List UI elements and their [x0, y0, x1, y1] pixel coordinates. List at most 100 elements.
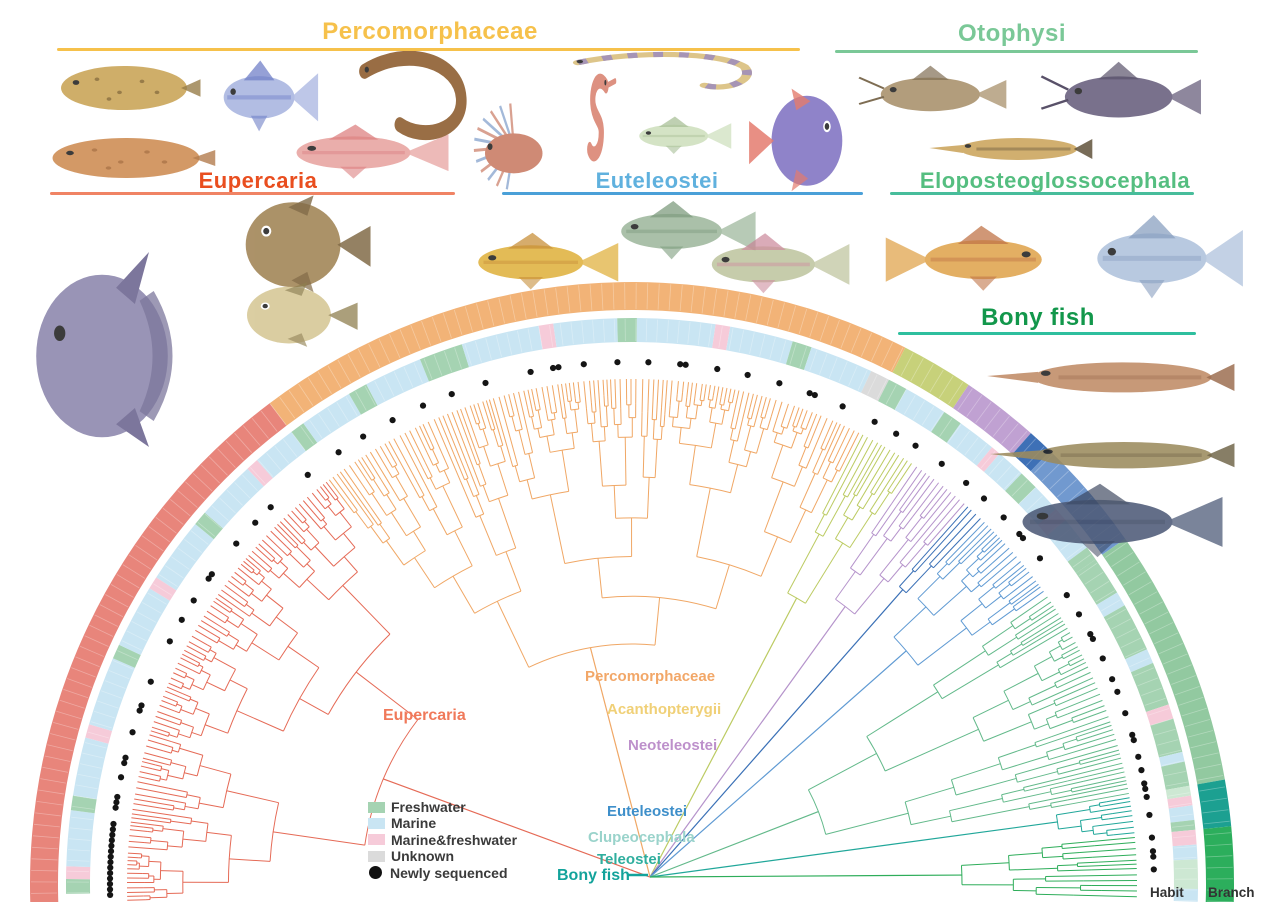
clade-title-euteleostei: Euteleostei — [595, 168, 719, 193]
illustration-loach — [929, 138, 1093, 160]
habit-ring-segment — [303, 393, 361, 443]
illustration-catfish-brown — [858, 65, 1007, 112]
clade-title-underline-euteleostei — [502, 192, 863, 195]
clade-tree-acanthopterygii-other — [649, 434, 912, 878]
illustration-eel — [359, 50, 467, 140]
illustration-tonguefish-sole — [52, 138, 216, 178]
legend-label: Unknown — [391, 848, 454, 865]
clade-title-otophysi: Otophysi — [957, 20, 1067, 47]
habit-ring-segment — [85, 724, 113, 744]
habit-ring-segment — [1075, 559, 1118, 605]
habit-ring-segment — [553, 318, 618, 348]
habit-ring-segment — [195, 512, 223, 540]
habit-ring-segment — [349, 384, 378, 415]
legend-swatch — [368, 801, 385, 813]
illustration-opah — [749, 88, 843, 192]
internal-label-eupercaria: Eupercaria — [383, 707, 466, 724]
internal-label-teleostei: Teleostei — [597, 851, 661, 868]
illustration-rainbow-trout — [711, 233, 850, 294]
backbone-stomiati — [649, 589, 904, 878]
habit-ring-segment — [66, 879, 91, 894]
branch-ring-otophysi-eloposteoglossocephala — [1102, 538, 1225, 785]
clade-tree-stomiati — [649, 506, 981, 878]
branch-ring-percomorphaceae — [269, 282, 906, 426]
habit-ring-segment — [1172, 844, 1198, 861]
habit-ring-segment — [72, 737, 109, 800]
illustration-seahorse — [587, 73, 617, 162]
branch-ring-eupercaria — [30, 403, 287, 902]
habit-ring-caption: Habit — [1150, 885, 1184, 900]
clade-title-underline-percomorphaceae — [57, 48, 800, 51]
habit-ring-segment — [1165, 785, 1192, 800]
habit-ring-segment — [247, 460, 273, 487]
clade-title-underline-eloposteoglossocephala — [890, 192, 1194, 195]
clade-title-eloposteoglossocephala: Eloposteoglossocephala — [919, 168, 1191, 193]
branch-ring-acanthopterygii-other — [892, 347, 969, 409]
backbone-eupercaria — [383, 778, 651, 878]
habit-ring-segment — [636, 318, 716, 348]
branch-ring-ancient-teleost — [1197, 779, 1232, 829]
illustration-pipefish — [572, 51, 752, 90]
habit-ring-segment — [66, 866, 91, 880]
habit-ring-segment — [1130, 662, 1169, 713]
legend-swatch — [369, 866, 382, 880]
newly-sequenced-dots — [106, 359, 1157, 899]
clade-title-underline-otophysi — [835, 50, 1198, 53]
clade-title-underline-eupercaria — [50, 192, 455, 195]
illustration-catfish-dark — [1040, 61, 1201, 118]
clade-title-percomorphaceae: Percomorphaceae — [322, 18, 538, 45]
habit-ring-segment — [894, 388, 945, 433]
habit-ring-segment — [931, 412, 961, 443]
backbone-percomorphaceae — [589, 647, 651, 878]
backbone-otophysi-eloposteoglossocephala — [649, 811, 819, 878]
habit-ring-segment — [256, 431, 306, 479]
illustration-lionfish — [473, 103, 543, 190]
clade-tree-neoteleostei-other — [649, 466, 965, 878]
habit-ring-segment — [1067, 547, 1096, 574]
internal-label-neoteleostei: Neoteleostei — [628, 737, 718, 754]
habit-ring-segment — [785, 341, 812, 371]
internal-label-euteleostei: Euteleostei — [607, 803, 688, 820]
habit-ring-segment — [1168, 805, 1195, 823]
backbone-acanthopterygii-other — [649, 597, 798, 878]
illustration-alligator-gar — [987, 362, 1235, 393]
legend-item-marine-freshwater: Marine&freshwater — [368, 832, 517, 848]
habit-ring-segment — [1167, 795, 1193, 809]
habit-ring-segment — [112, 644, 141, 668]
ring-hatch — [31, 283, 1233, 902]
habit-ring-segment — [976, 447, 1000, 472]
illustration-pufferfish — [247, 282, 358, 347]
habit-ring-segment — [1170, 819, 1196, 833]
internal-label-percomorphaceae: Percomorphaceae — [585, 668, 716, 685]
habit-ring-segment — [803, 347, 872, 393]
clade-title-bonyfish_top: Bony fish — [981, 304, 1095, 331]
clade-tree-euteleostei-other — [649, 521, 1044, 878]
internal-label-bony-fish: Bony fish — [557, 867, 630, 884]
habit-ring-segment — [712, 324, 731, 351]
habit-ring-segment — [617, 317, 637, 343]
branch-ring-caption: Branch — [1208, 885, 1255, 900]
backbone-euteleostei-other — [649, 650, 907, 878]
illustration-tarpon — [1097, 215, 1243, 299]
clade-tree-ancient-teleost — [649, 797, 1135, 878]
habit-ring-segment — [89, 658, 135, 731]
habit-ring-segment — [984, 453, 1022, 491]
clade-tree-eupercaria — [127, 481, 651, 901]
habit-ring-segment — [291, 423, 318, 452]
legend-swatch — [368, 850, 385, 862]
clade-tree-percomorphaceae — [328, 378, 860, 878]
habit-ring-segment — [419, 344, 470, 382]
habit-ring-segment — [1150, 718, 1183, 758]
illustration-bichir — [990, 442, 1235, 469]
habit-ring-segment — [366, 359, 429, 406]
habit-ring-segment — [1173, 888, 1198, 902]
illustration-golden-trout — [478, 232, 619, 290]
habit-ring-segment — [538, 323, 557, 350]
habit-ring-segment — [70, 795, 97, 814]
habit-ring-segment — [726, 326, 793, 365]
clade-tree-otophysi-eloposteoglossocephala — [649, 596, 1129, 878]
internal-label-clupeocephala: Clupeocephala — [588, 829, 695, 846]
clade-title-eupercaria: Eupercaria — [198, 168, 318, 193]
habit-ring-segment — [1173, 859, 1198, 889]
habit-ring-segment — [1161, 761, 1190, 790]
